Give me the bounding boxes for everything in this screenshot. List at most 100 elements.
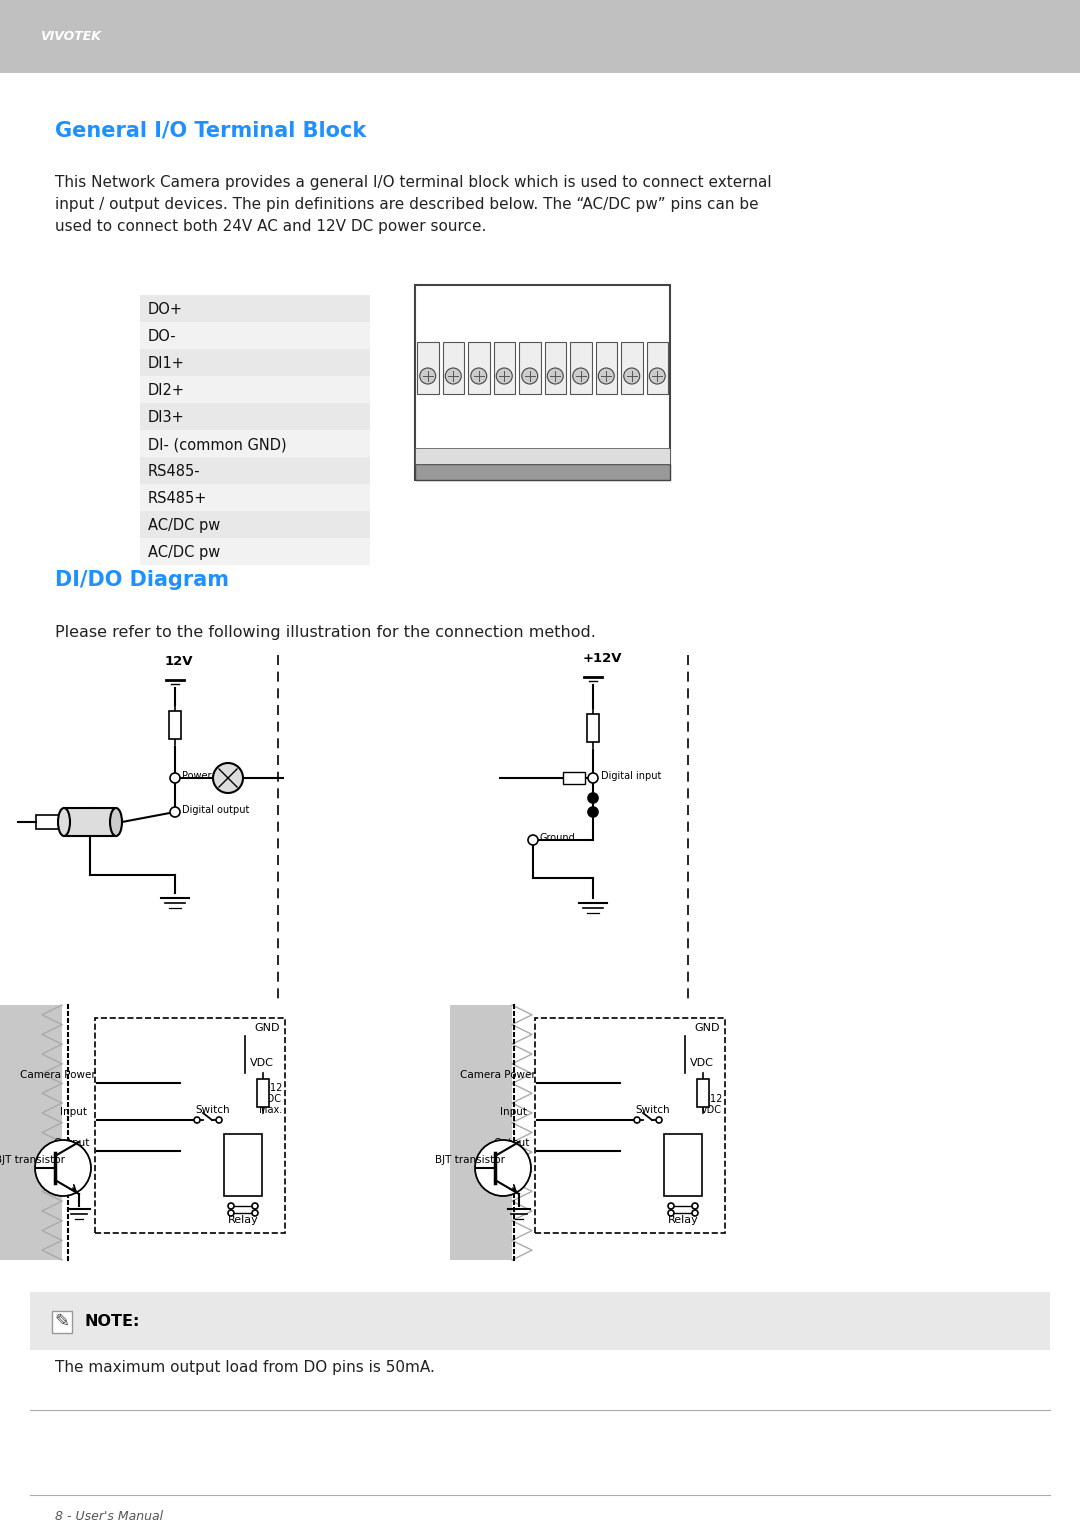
Bar: [588, 715, 599, 742]
Circle shape: [692, 1203, 698, 1209]
Circle shape: [170, 806, 180, 817]
Bar: [415, 464, 670, 479]
Text: VDC: VDC: [690, 1058, 714, 1067]
Bar: [140, 376, 370, 403]
Circle shape: [496, 368, 512, 383]
Bar: [647, 342, 669, 394]
Bar: [140, 403, 370, 431]
Text: Input: Input: [60, 1107, 87, 1116]
Text: GND: GND: [694, 1023, 720, 1032]
Circle shape: [35, 1141, 91, 1196]
Bar: [468, 342, 489, 394]
Text: DO-: DO-: [148, 328, 177, 344]
Circle shape: [649, 368, 665, 383]
Text: Relay: Relay: [228, 1215, 258, 1225]
Circle shape: [252, 1203, 258, 1209]
Bar: [570, 342, 592, 394]
Text: Camera Power: Camera Power: [460, 1070, 536, 1080]
Circle shape: [194, 1116, 200, 1122]
Circle shape: [228, 1209, 234, 1215]
Circle shape: [669, 1209, 674, 1215]
Bar: [140, 457, 370, 484]
Text: VIVOTEK: VIVOTEK: [40, 31, 100, 43]
Circle shape: [522, 368, 538, 383]
Text: VDC: VDC: [249, 1058, 274, 1067]
Circle shape: [692, 1209, 698, 1215]
Text: DI2+: DI2+: [148, 383, 185, 399]
Text: DI3+: DI3+: [148, 411, 185, 425]
Text: NOTE:: NOTE:: [84, 1313, 139, 1328]
Circle shape: [669, 1203, 674, 1209]
Bar: [140, 538, 370, 565]
Bar: [595, 342, 617, 394]
Text: Relay: Relay: [667, 1215, 699, 1225]
Bar: [64, 808, 116, 835]
Circle shape: [588, 806, 598, 817]
Circle shape: [228, 1203, 234, 1209]
Bar: [140, 295, 370, 322]
Bar: [664, 1135, 702, 1196]
Circle shape: [420, 368, 435, 383]
Bar: [494, 342, 515, 394]
Bar: [224, 1135, 262, 1196]
Text: RS485+: RS485+: [148, 492, 207, 505]
Bar: [140, 431, 370, 457]
Bar: [697, 1080, 708, 1107]
Text: Output: Output: [494, 1138, 530, 1148]
Bar: [257, 1080, 269, 1107]
Text: Power+12V: Power+12V: [183, 771, 239, 780]
Circle shape: [471, 368, 487, 383]
Bar: [415, 286, 670, 479]
Text: GND: GND: [255, 1023, 280, 1032]
Text: DI1+: DI1+: [148, 356, 185, 371]
Text: Input: Input: [500, 1107, 527, 1116]
Circle shape: [588, 793, 598, 803]
Bar: [544, 342, 566, 394]
Bar: [168, 712, 181, 739]
Text: RS485-: RS485-: [148, 464, 201, 479]
Polygon shape: [0, 1005, 62, 1260]
Bar: [52, 1312, 72, 1333]
Text: General I/O Terminal Block: General I/O Terminal Block: [55, 121, 366, 140]
Bar: [140, 512, 370, 538]
Bar: [417, 342, 438, 394]
Circle shape: [548, 368, 564, 383]
Circle shape: [445, 368, 461, 383]
Circle shape: [656, 1116, 662, 1122]
Text: +12
VDC
Max.: +12 VDC Max.: [259, 1083, 282, 1115]
Circle shape: [588, 773, 598, 783]
Text: Switch: Switch: [195, 1106, 230, 1115]
Text: +12
VDC: +12 VDC: [701, 1095, 723, 1115]
Polygon shape: [450, 1005, 512, 1260]
Circle shape: [598, 368, 615, 383]
Text: DI/DO Diagram: DI/DO Diagram: [55, 570, 229, 589]
Bar: [30, 1292, 1050, 1350]
Circle shape: [216, 1116, 222, 1122]
Bar: [140, 484, 370, 512]
Circle shape: [572, 368, 589, 383]
Text: Output: Output: [54, 1138, 90, 1148]
Text: AC/DC pw: AC/DC pw: [148, 545, 220, 560]
Bar: [0, 0, 1080, 73]
Bar: [563, 773, 585, 783]
Text: DO+: DO+: [148, 302, 183, 318]
Circle shape: [170, 773, 180, 783]
Circle shape: [213, 764, 243, 793]
Text: This Network Camera provides a general I/O terminal block which is used to conne: This Network Camera provides a general I…: [55, 176, 771, 235]
Bar: [443, 342, 464, 394]
Text: DI- (common GND): DI- (common GND): [148, 437, 286, 452]
Bar: [519, 342, 540, 394]
Bar: [140, 322, 370, 350]
Bar: [95, 1019, 285, 1232]
Text: 12V: 12V: [165, 655, 193, 667]
Bar: [140, 350, 370, 376]
Circle shape: [634, 1116, 640, 1122]
Circle shape: [475, 1141, 531, 1196]
Circle shape: [624, 368, 639, 383]
Text: Camera Power: Camera Power: [21, 1070, 96, 1080]
Text: The maximum output load from DO pins is 50mA.: The maximum output load from DO pins is …: [55, 1361, 435, 1374]
Text: Digital output: Digital output: [183, 805, 249, 815]
Text: AC/DC pw: AC/DC pw: [148, 518, 220, 533]
Text: Ground: Ground: [540, 834, 576, 843]
Text: ✎: ✎: [54, 1313, 69, 1332]
